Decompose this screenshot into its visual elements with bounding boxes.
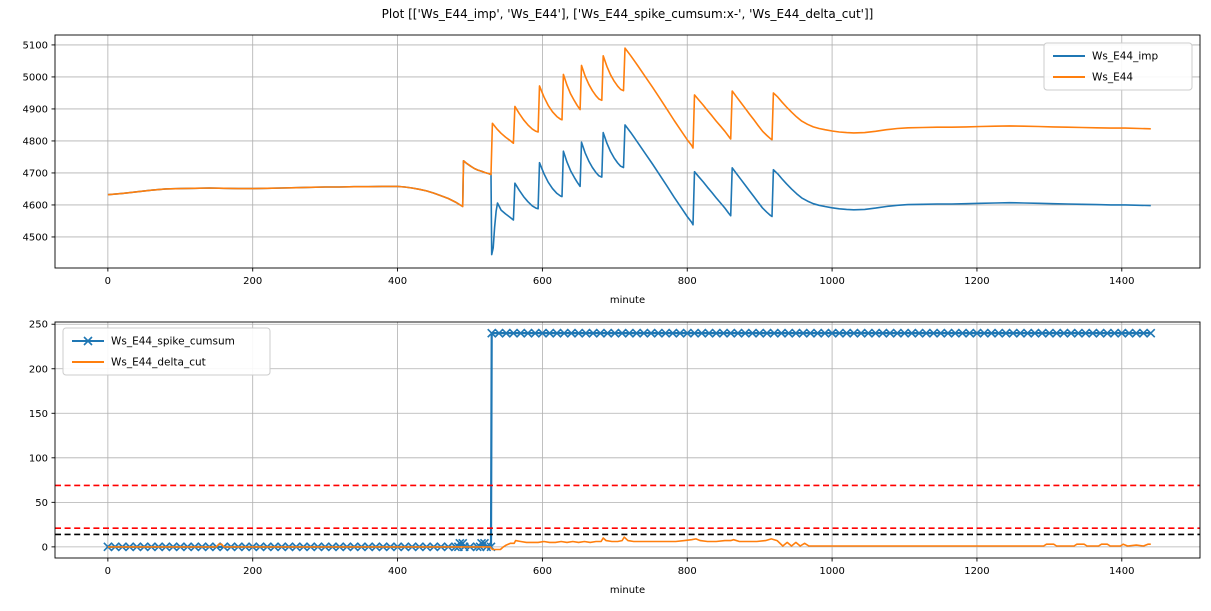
series-Ws_E44_imp bbox=[107, 124, 1151, 256]
y-tick-label: 200 bbox=[29, 364, 48, 375]
legend-label: Ws_E44 bbox=[1092, 72, 1133, 84]
y-tick-label: 5100 bbox=[23, 40, 48, 51]
y-tick-label: 4800 bbox=[23, 136, 48, 147]
bottom-chart: 0 200 400 600 800 1000 1200 1400 0 50 100 150 200 250… bbox=[29, 320, 1201, 596]
figure-title: Plot [['Ws_E44_imp', 'Ws_E44'], ['Ws_E44… bbox=[381, 7, 874, 21]
plot-area bbox=[107, 47, 1151, 256]
x-tick-label: 400 bbox=[388, 566, 407, 577]
legend-label: Ws_E44_imp bbox=[1092, 51, 1158, 63]
x-tick-label: 600 bbox=[533, 566, 552, 577]
plot-area bbox=[103, 328, 1156, 552]
x-tick-label: 1400 bbox=[1109, 276, 1134, 287]
series-Ws_E44 bbox=[107, 47, 1151, 208]
y-tick-label: 250 bbox=[29, 320, 48, 331]
x-tick-label: 1200 bbox=[964, 566, 989, 577]
x-tick-label: 800 bbox=[678, 276, 697, 287]
xlabel-minute: minute bbox=[610, 295, 645, 306]
legend-sample-marker bbox=[83, 336, 93, 346]
axes-spines bbox=[54, 34, 1201, 269]
y-tick-label: 0 bbox=[42, 542, 48, 553]
legend-label: Ws_E44_delta_cut bbox=[111, 357, 206, 369]
y-tick-label: 50 bbox=[35, 498, 48, 509]
x-tick-label: 1000 bbox=[819, 566, 844, 577]
gridlines bbox=[55, 35, 1200, 268]
x-tick-label: 600 bbox=[533, 276, 552, 287]
x-tick-label: 800 bbox=[678, 566, 697, 577]
legend: Ws_E44_spike_cumsum Ws_E44_delta_cut bbox=[62, 327, 271, 376]
legend-box bbox=[1043, 42, 1193, 91]
x-tick-label: 1200 bbox=[964, 276, 989, 287]
x-tick-label: 1000 bbox=[819, 276, 844, 287]
x-tick-label: 0 bbox=[105, 566, 111, 577]
top-chart: 0 200 400 600 800 1000 1200 1400 4500 4600 4700 480… bbox=[23, 34, 1201, 306]
x-tick-label: 200 bbox=[243, 566, 262, 577]
x-tick-label: 400 bbox=[388, 276, 407, 287]
legend-box bbox=[62, 327, 271, 376]
y-tick-label: 150 bbox=[29, 409, 48, 420]
y-tick-label: 5000 bbox=[23, 72, 48, 83]
y-tick-label: 4700 bbox=[23, 168, 48, 179]
y-tick-label: 4600 bbox=[23, 200, 48, 211]
tick-marks bbox=[51, 323, 1123, 562]
y-tick-label: 100 bbox=[29, 453, 48, 464]
legend: Ws_E44_imp Ws_E44 bbox=[1043, 42, 1193, 91]
x-tick-label: 1400 bbox=[1109, 566, 1134, 577]
legend-label: Ws_E44_spike_cumsum bbox=[111, 336, 235, 348]
y-tick-label: 4500 bbox=[23, 232, 48, 243]
xlabel-minute: minute bbox=[610, 585, 645, 596]
y-tick-label: 4900 bbox=[23, 104, 48, 115]
tick-marks bbox=[51, 44, 1123, 272]
x-tick-label: 0 bbox=[105, 276, 111, 287]
x-tick-label: 200 bbox=[243, 276, 262, 287]
axes-spines bbox=[54, 321, 1201, 559]
series-Ws_E44_delta_cut bbox=[107, 536, 1151, 551]
